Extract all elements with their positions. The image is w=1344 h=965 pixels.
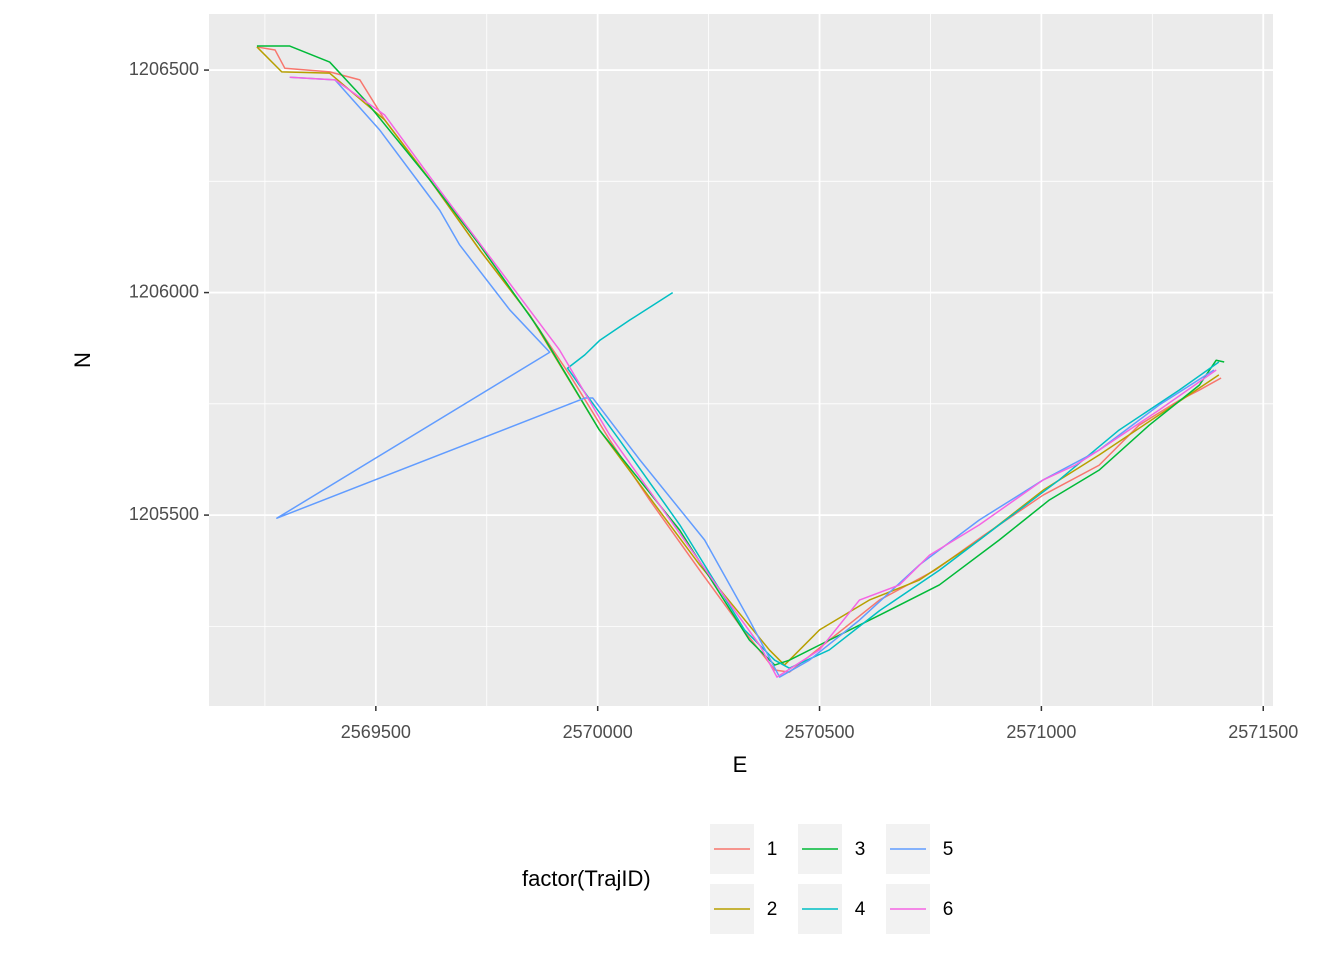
- series-line: [276, 76, 1215, 678]
- legend-label: 2: [767, 899, 778, 920]
- y-tick-label: 1205500: [129, 504, 199, 524]
- plot-panel: [209, 14, 1273, 706]
- legend-title: factor(TrajID): [522, 866, 651, 891]
- series-line: [256, 46, 1220, 666]
- series-line: [256, 45, 1225, 666]
- y-axis-title: N: [70, 352, 95, 368]
- x-tick-label: 2570500: [784, 722, 854, 742]
- legend-label: 6: [943, 899, 954, 920]
- x-axis-title: E: [733, 752, 748, 777]
- x-tick-label: 2569500: [341, 722, 411, 742]
- series-line: [566, 291, 1220, 669]
- series-line: [256, 46, 1222, 673]
- x-tick-label: 2571500: [1228, 722, 1298, 742]
- legend-label: 3: [855, 839, 866, 860]
- y-tick-label: 1206500: [129, 59, 199, 79]
- legend-label: 5: [943, 839, 954, 860]
- x-tick-label: 2571000: [1006, 722, 1076, 742]
- legend-label: 1: [767, 839, 778, 860]
- legend-label: 4: [855, 899, 866, 920]
- y-tick-label: 1206000: [129, 281, 199, 301]
- series-line: [289, 76, 1217, 678]
- x-tick-label: 2570000: [563, 722, 633, 742]
